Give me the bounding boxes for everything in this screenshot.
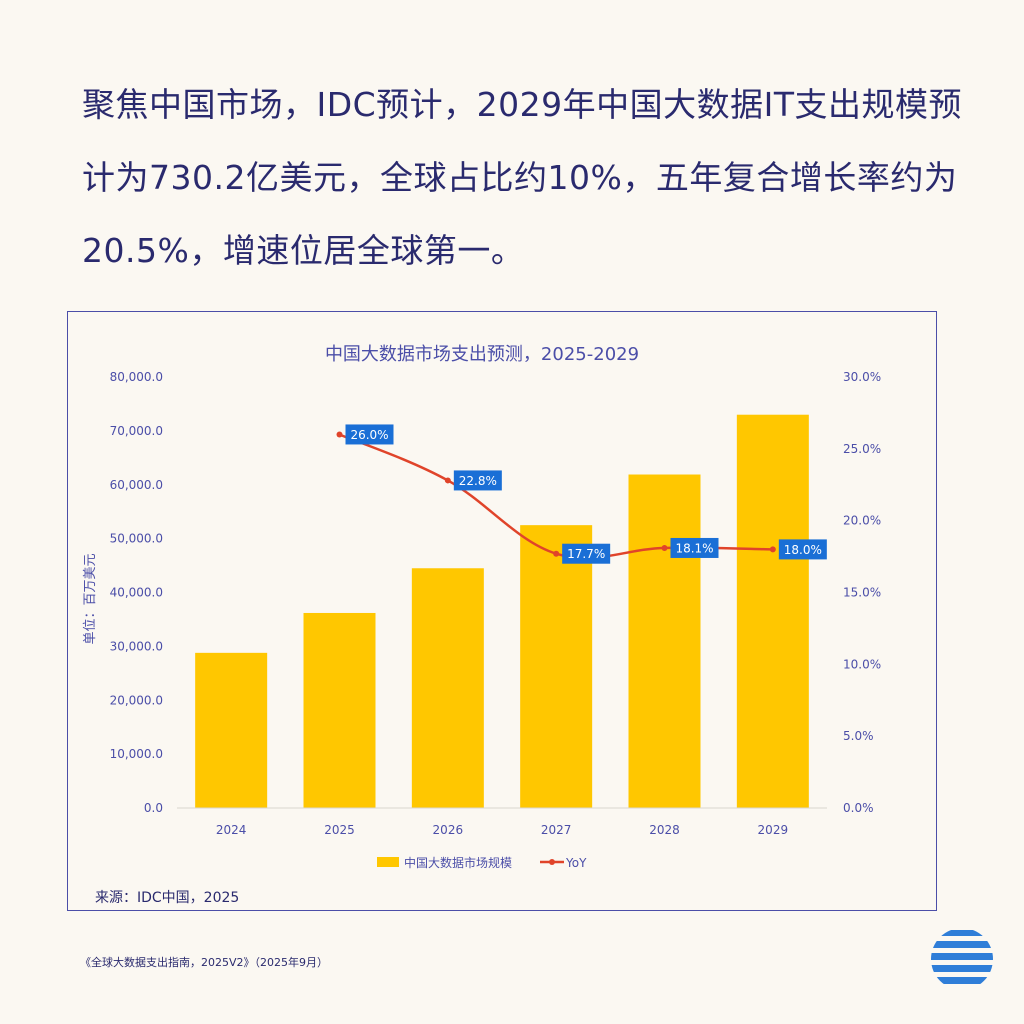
yoy-point xyxy=(336,431,343,438)
y-tick-label: 40,000.0 xyxy=(110,586,163,600)
bars-group xyxy=(195,414,809,808)
yoy-point xyxy=(769,546,776,553)
y2-tick-label: 15.0% xyxy=(843,586,881,600)
chart: 中国大数据市场支出预测，2025-2029 单位：百万美元 26.0% 22.8%… xyxy=(83,344,882,870)
bar-2029 xyxy=(736,414,809,808)
y-tick-label: 20,000.0 xyxy=(110,693,163,707)
legend-bar-swatch xyxy=(377,857,399,867)
y-tick-label: 0.0 xyxy=(144,801,163,815)
y2-tick-label: 5.0% xyxy=(843,729,874,743)
yoy-data-label-bg xyxy=(562,543,611,564)
bar-2028 xyxy=(628,474,701,808)
yoy-point xyxy=(661,544,668,551)
legend-line-marker xyxy=(549,859,555,865)
yoy-point xyxy=(444,477,451,484)
y-tick-label: 50,000.0 xyxy=(110,532,163,546)
footnote: 《全球大数据支出指南，2025V2》（2025年9月） xyxy=(80,956,329,969)
bar-2024 xyxy=(195,652,268,808)
x-tick-label: 2024 xyxy=(216,823,247,837)
x-tick-label: 2025 xyxy=(324,823,355,837)
y2-tick-label: 20.0% xyxy=(843,514,881,528)
y2-tick-label: 25.0% xyxy=(843,442,881,456)
y-tick-label: 30,000.0 xyxy=(110,639,163,653)
yoy-data-label-bg xyxy=(778,539,827,560)
x-tick-label: 2026 xyxy=(433,823,464,837)
y-tick-label: 10,000.0 xyxy=(110,747,163,761)
legend-line-label: YoY xyxy=(565,856,587,870)
headline: 聚焦中国市场，IDC预计，2029年中国大数据IT支出规模预 计为730.2亿美… xyxy=(82,68,963,287)
y-tick-label: 60,000.0 xyxy=(110,478,163,492)
yoy-data-label: 17.7% xyxy=(567,547,605,561)
yoy-point xyxy=(553,550,560,557)
yoy-data-label-bg xyxy=(453,470,502,491)
x-tick-label: 2028 xyxy=(649,823,680,837)
bar-2026 xyxy=(411,568,484,808)
yoy-data-label-bg xyxy=(345,424,394,445)
headline-line-2: 计为730.2亿美元，全球占比约10%，五年复合增长率约为 xyxy=(82,158,958,197)
y-tick-label: 80,000.0 xyxy=(110,370,163,384)
yoy-line-group: 26.0% 22.8% 17.7% 18.1% 18.0% xyxy=(336,424,827,564)
bar-2025 xyxy=(303,612,376,808)
x-tick-label: 2027 xyxy=(541,823,572,837)
yoy-data-label: 18.1% xyxy=(675,541,713,555)
legend-bar-label: 中国大数据市场规模 xyxy=(404,855,512,870)
bar-2027 xyxy=(520,525,593,808)
chart-title: 中国大数据市场支出预测，2025-2029 xyxy=(325,344,639,365)
y-axis-label: 单位：百万美元 xyxy=(83,553,98,644)
legend: 中国大数据市场规模 YoY xyxy=(377,855,587,870)
brand-logo-icon xyxy=(931,930,993,984)
axis-ticks-group: 0.0 10,000.0 20,000.0 30,000.0 40,000.0 50,00… xyxy=(110,370,882,837)
source-note: 来源：IDC中国，2025 xyxy=(95,890,240,906)
yoy-data-label: 22.8% xyxy=(459,474,497,488)
y2-tick-label: 30.0% xyxy=(843,370,881,384)
y2-tick-label: 10.0% xyxy=(843,657,881,671)
yoy-data-label-bg xyxy=(670,537,719,558)
y2-tick-label: 0.0% xyxy=(843,801,874,815)
yoy-data-label: 26.0% xyxy=(350,428,388,442)
headline-line-1: 聚焦中国市场，IDC预计，2029年中国大数据IT支出规模预 xyxy=(82,85,963,124)
yoy-data-label: 18.0% xyxy=(784,543,822,557)
y-tick-label: 70,000.0 xyxy=(110,424,163,438)
headline-line-3: 20.5%，增速位居全球第一。 xyxy=(82,231,525,270)
x-tick-label: 2029 xyxy=(758,823,789,837)
